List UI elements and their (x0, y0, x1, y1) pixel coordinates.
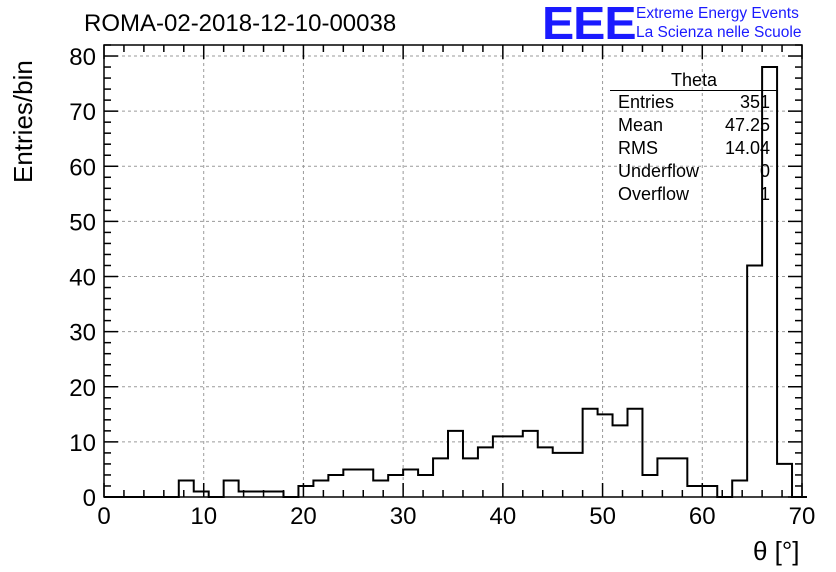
y-tick-label: 20 (69, 375, 96, 402)
histogram-outline (104, 66, 807, 498)
plot-frame (103, 44, 803, 498)
histogram-bin (777, 464, 792, 497)
histogram-bin (179, 480, 194, 497)
y-tick-label: 80 (69, 44, 96, 71)
x-tick-label: 20 (290, 503, 317, 530)
histogram-bin (687, 486, 702, 497)
x-tick-label: 70 (789, 503, 816, 530)
stats-label: Overflow (618, 184, 690, 204)
stats-row-underflow: Underflow 0 (610, 160, 778, 183)
histogram-bin (463, 458, 478, 497)
stats-value: 1 (759, 184, 770, 204)
histogram-bin (478, 447, 493, 497)
histogram-bin (343, 469, 358, 497)
y-tick-label: 0 (83, 485, 96, 512)
histogram-bin (358, 469, 373, 497)
eee-logo: EEE (542, 0, 637, 49)
stats-divider (610, 90, 778, 91)
x-tick-label: 50 (589, 503, 616, 530)
stats-row-rms: RMS 14.04 (610, 137, 778, 160)
stats-label: RMS (618, 138, 658, 158)
y-tick-label: 50 (69, 209, 96, 236)
stats-value: 351 (739, 92, 770, 112)
histogram-bin (448, 431, 463, 497)
x-tick-label: 60 (689, 503, 716, 530)
histogram-bin (403, 469, 418, 497)
brand-line-2: La Scienza nelle Scuole (636, 24, 802, 41)
stats-row-overflow: Overflow 1 (610, 183, 778, 206)
stats-name: Theta (670, 70, 718, 90)
plot-title: ROMA-02-2018-12-10-00038 (84, 10, 397, 37)
stats-label: Mean (618, 115, 664, 135)
y-tick-label: 30 (69, 320, 96, 347)
stats-row-mean: Mean 47.25 (610, 114, 778, 137)
histogram-bin (418, 475, 433, 497)
histogram-bin (657, 458, 672, 497)
x-tick-label: 30 (390, 503, 417, 530)
histogram-bin (583, 409, 598, 497)
stats-rows: Entries 351 Mean 47.25 RMS 14.04 Underflow 0 Ove… (610, 91, 778, 206)
stats-label: Underflow (618, 161, 700, 181)
stats-value: 47.25 (724, 115, 770, 135)
tick-marks (103, 44, 803, 498)
histogram-bin (628, 409, 643, 497)
histogram-bin (672, 458, 687, 497)
histogram-bin (373, 480, 388, 497)
histogram-bin (508, 436, 523, 497)
axes-frame (103, 44, 803, 498)
histogram-bin (702, 486, 717, 497)
histogram-bin (553, 453, 568, 497)
x-axis-label: θ [°] (753, 536, 800, 566)
histogram-bin (568, 453, 583, 497)
y-axis-label: Entries/bin (8, 60, 38, 183)
histogram-bin (613, 425, 628, 497)
y-tick-label: 60 (69, 154, 96, 181)
histogram-bin (538, 447, 553, 497)
histogram-bin (523, 431, 538, 497)
x-tick-label: 0 (97, 503, 110, 530)
histogram-bin (732, 480, 747, 497)
histogram-bin (388, 475, 403, 497)
y-tick-label: 40 (69, 265, 96, 292)
stats-value: 14.04 (724, 138, 770, 158)
grid-lines (104, 45, 802, 497)
histogram-bin (493, 436, 508, 497)
x-tick-label: 10 (190, 503, 217, 530)
histogram-bin (328, 475, 343, 497)
histogram-bin (224, 480, 239, 497)
stats-row-entries: Entries 351 (610, 91, 778, 114)
histogram-bin (433, 458, 448, 497)
y-tick-label: 70 (69, 99, 96, 126)
y-tick-label: 10 (69, 430, 96, 457)
histogram-series (104, 66, 807, 498)
histogram-bin (642, 475, 657, 497)
stats-box: Theta Entries 351 Mean 47.25 RMS 14.04 Underfl… (610, 70, 778, 206)
x-tick-label: 40 (490, 503, 517, 530)
stats-label: Entries (618, 92, 675, 112)
brand-line-1: Extreme Energy Events (636, 5, 799, 22)
stats-value: 0 (759, 161, 770, 181)
histogram-bin (747, 265, 762, 497)
histogram-bin (598, 414, 613, 497)
histogram-bin (298, 486, 313, 497)
histogram-bin (313, 480, 328, 497)
